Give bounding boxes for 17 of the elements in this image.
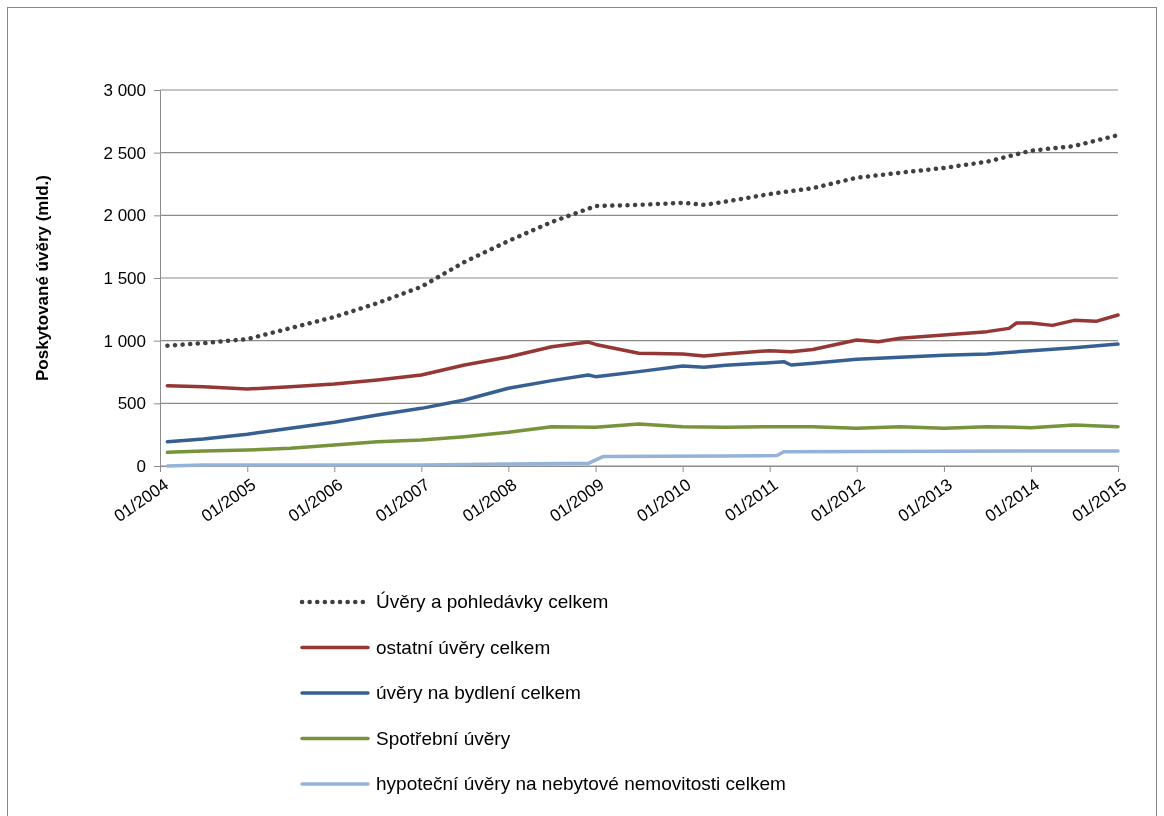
y-tick-label: 1 000 [103, 331, 146, 351]
line-series [165, 449, 1120, 468]
y-tick-label: 0 [136, 456, 146, 476]
legend-label: Úvěry a pohledávky celkem [376, 591, 609, 612]
legend-label: ostatní úvěry celkem [376, 636, 551, 658]
legend-label: Spotřební úvěry [376, 727, 511, 749]
legend-label: hypoteční úvěry na nebytové nemovitosti celkem [376, 773, 786, 794]
y-tick-label: 500 [117, 394, 146, 414]
line-series [165, 342, 1120, 444]
y-tick-label: 3 000 [103, 80, 146, 100]
y-axis-title: Poskytované úvěry (mld.) [33, 175, 52, 381]
legend-label: úvěry na bydlení celkem [376, 682, 581, 703]
y-tick-label: 2 000 [103, 206, 146, 226]
y-tick-label: 2 500 [103, 143, 146, 163]
y-tick-label: 1 500 [103, 268, 146, 288]
line-series [165, 313, 1120, 391]
line-series [165, 422, 1120, 455]
